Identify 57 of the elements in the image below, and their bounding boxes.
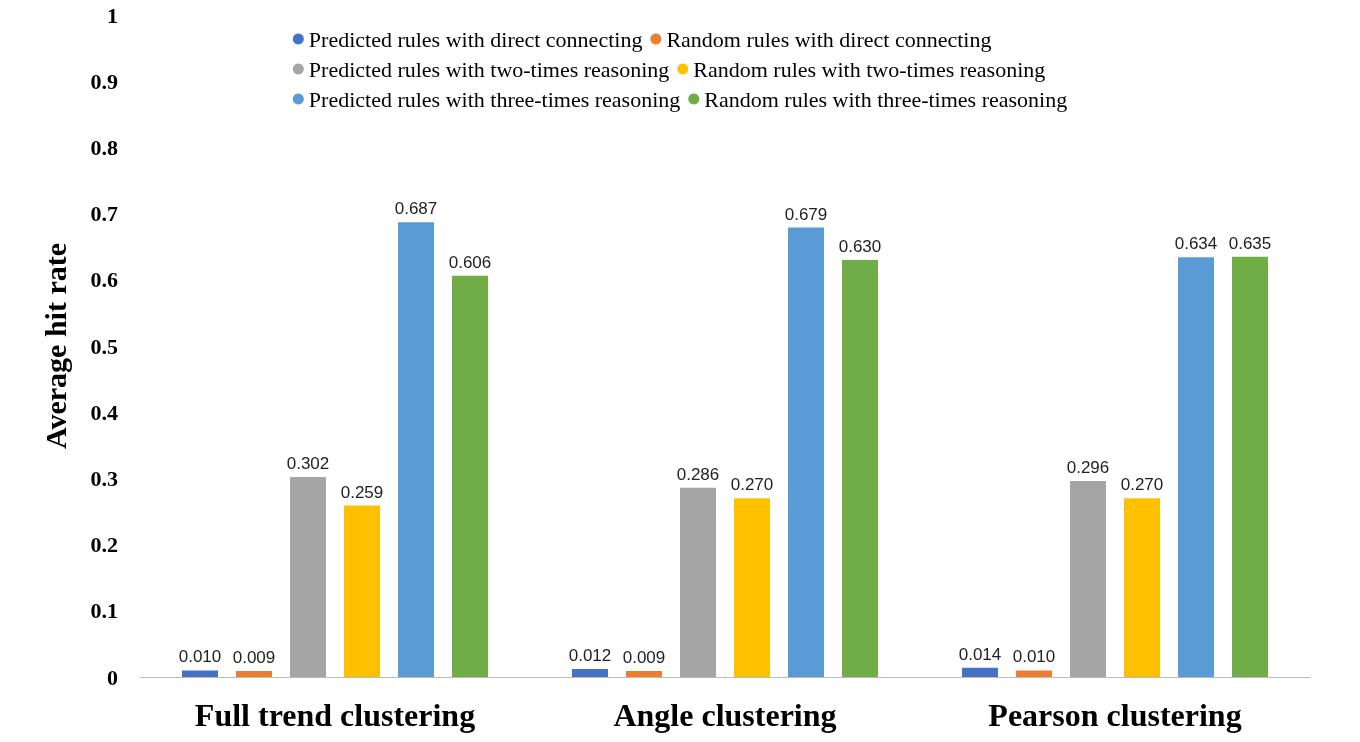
y-tick-label: 0.8 <box>90 134 118 160</box>
y-tick-label: 0.1 <box>90 598 118 624</box>
data-label: 0.606 <box>448 252 492 272</box>
y-tick-label: 0.4 <box>90 399 118 425</box>
bar <box>236 671 272 677</box>
bar <box>182 670 218 677</box>
data-label: 0.270 <box>730 475 774 495</box>
data-label: 0.010 <box>1012 647 1056 667</box>
bar <box>1178 257 1214 677</box>
data-label: 0.009 <box>232 648 276 668</box>
x-tick-label: Full trend clustering <box>194 697 476 733</box>
bar <box>1070 481 1106 677</box>
y-tick-label: 0.9 <box>90 68 118 94</box>
data-label: 0.012 <box>568 646 612 666</box>
legend-label: Random rules with three-times reasoning <box>704 86 1068 112</box>
bar <box>626 671 662 677</box>
bar <box>962 667 998 677</box>
data-label: 0.634 <box>1174 234 1218 254</box>
data-label: 0.687 <box>394 199 438 219</box>
bar <box>572 669 608 677</box>
bar <box>1124 498 1160 677</box>
bar <box>734 498 770 677</box>
data-label: 0.014 <box>958 644 1002 664</box>
data-label: 0.010 <box>178 647 222 667</box>
data-label: 0.259 <box>340 482 384 502</box>
data-label: 0.270 <box>1120 475 1164 495</box>
data-label: 0.630 <box>838 236 882 256</box>
x-tick-label: Angle clustering <box>613 697 837 733</box>
bar <box>1232 256 1268 677</box>
data-label: 0.296 <box>1066 458 1110 478</box>
y-tick-label: 0.3 <box>90 465 118 491</box>
bar <box>788 227 824 677</box>
legend-label: Predicted rules with three-times reasoning <box>308 86 681 112</box>
y-tick-label: 0.5 <box>90 333 118 359</box>
bar <box>1016 670 1052 677</box>
bar <box>290 477 326 677</box>
bar <box>842 259 878 677</box>
y-tick-label: 0 <box>107 664 118 690</box>
data-label: 0.009 <box>622 648 666 668</box>
y-tick-label: 1 <box>107 2 118 28</box>
bar <box>344 505 380 677</box>
data-label: 0.302 <box>286 454 330 474</box>
data-label: 0.635 <box>1228 233 1272 253</box>
data-label: 0.679 <box>784 204 828 224</box>
legend-label: Predicted rules with two-times reasoning <box>308 56 670 82</box>
y-axis-title: Average hit rate <box>38 242 72 450</box>
legend-label: Random rules with two-times reasoning <box>693 56 1046 82</box>
y-tick-label: 0.2 <box>90 532 118 558</box>
data-label: 0.286 <box>676 464 720 484</box>
y-tick-label: 0.6 <box>90 267 118 293</box>
bar <box>680 487 716 677</box>
legend-label: Random rules with direct connecting <box>666 26 992 52</box>
bar <box>452 275 488 677</box>
bar <box>398 222 434 677</box>
legend-label: Predicted rules with direct connecting <box>308 26 643 52</box>
x-tick-label: Pearson clustering <box>988 697 1242 733</box>
y-tick-label: 0.7 <box>90 201 118 227</box>
